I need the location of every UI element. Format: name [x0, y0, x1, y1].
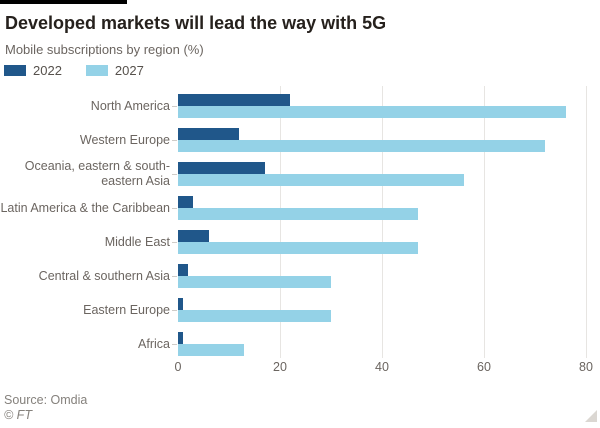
x-axis-tick-label: 60	[477, 360, 491, 374]
legend-item-2022: 2022	[4, 63, 62, 78]
chart-subtitle: Mobile subscriptions by region (%)	[5, 42, 204, 57]
gridline-x-40	[382, 86, 383, 358]
bar-2027-8	[178, 344, 245, 356]
bar-2027-1	[178, 106, 566, 118]
bar-2022-8	[178, 332, 184, 344]
bar-2022-2	[178, 128, 240, 140]
ft-credit: © FT	[4, 408, 32, 422]
category-tick-mark	[172, 344, 177, 345]
category-label: Western Europe	[79, 132, 170, 147]
legend: 2022 2027	[4, 63, 144, 78]
category-label: Oceania, eastern & south-eastern Asia	[24, 159, 170, 188]
bar-2022-3	[178, 162, 265, 174]
category-label: Africa	[138, 336, 170, 351]
legend-label: 2022	[33, 63, 62, 78]
legend-item-2027: 2027	[85, 63, 144, 78]
bar-2027-2	[178, 140, 546, 152]
bar-2027-6	[178, 276, 331, 288]
corner-triangle-icon	[585, 410, 597, 422]
x-axis-tick-label: 40	[375, 360, 389, 374]
bar-2022-5	[178, 230, 209, 242]
legend-swatch-2027	[85, 65, 108, 76]
gridline-x-80	[586, 86, 587, 358]
category-tick-mark	[172, 140, 177, 141]
title-accent-bar	[0, 0, 127, 4]
category-tick-mark	[172, 106, 177, 107]
gridline-x-20	[280, 86, 281, 358]
x-axis-tick-label: 80	[579, 360, 593, 374]
bar-2027-3	[178, 174, 464, 186]
category-tick-mark	[172, 276, 177, 277]
legend-swatch-2022	[4, 65, 26, 76]
x-axis-tick-label: 20	[273, 360, 287, 374]
category-tick-mark	[172, 310, 177, 311]
category-label: Eastern Europe	[83, 302, 170, 317]
chart-title: Developed markets will lead the way with…	[5, 13, 387, 33]
category-label: Central & southern Asia	[38, 268, 170, 283]
bar-2022-1	[178, 94, 291, 106]
category-tick-mark	[172, 242, 177, 243]
x-axis-tick-label: 0	[174, 360, 182, 374]
category-label: North America	[90, 98, 170, 113]
bar-2022-4	[178, 196, 194, 208]
bar-2027-7	[178, 310, 331, 322]
source-text: Source: Omdia	[4, 393, 88, 407]
bar-2022-7	[178, 298, 184, 310]
legend-label: 2027	[114, 63, 144, 78]
category-tick-mark	[172, 208, 177, 209]
footer: Source: Omdia © FT	[4, 393, 87, 423]
category-label: Middle East	[104, 234, 170, 249]
bar-2027-5	[178, 242, 418, 254]
category-label: Latin America & the Caribbean	[0, 200, 170, 215]
bar-2022-6	[178, 264, 189, 276]
category-tick-mark	[172, 174, 177, 175]
gridline-x-60	[484, 86, 485, 358]
bar-2027-4	[178, 208, 418, 220]
